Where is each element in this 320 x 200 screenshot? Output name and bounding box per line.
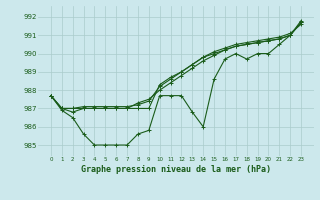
X-axis label: Graphe pression niveau de la mer (hPa): Graphe pression niveau de la mer (hPa) xyxy=(81,165,271,174)
